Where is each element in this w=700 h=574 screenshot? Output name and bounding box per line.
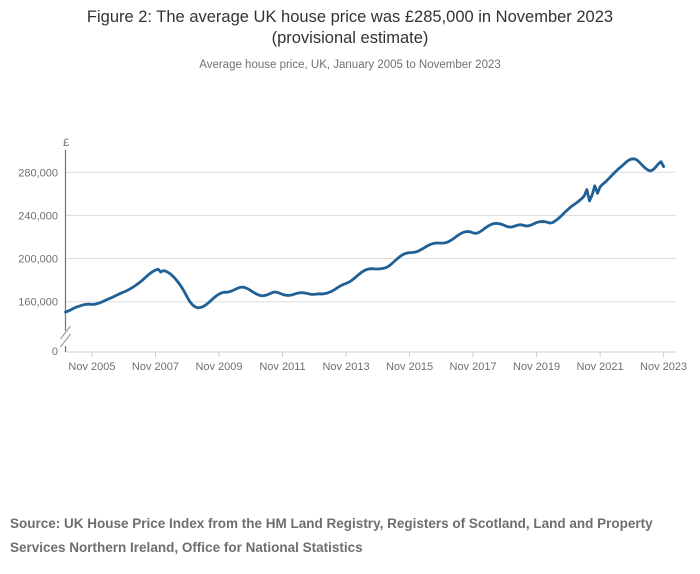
figure-title-line2: (provisional estimate) [271,29,429,47]
y-axis-unit-label: £ [63,137,69,149]
x-tick-label: Nov 2013 [322,361,369,373]
x-tick-label: Nov 2005 [68,361,115,373]
figure-subtitle: Average house price, UK, January 2005 to… [199,59,501,71]
figure-title-line1: Figure 2: The average UK house price was… [86,8,614,26]
y-tick-label: 240,000 [18,210,58,222]
x-tick-label: Nov 2009 [195,361,242,373]
price-line [64,157,666,314]
x-tick-label: Nov 2023 [640,361,687,373]
figure-title: Figure 2: The average UK house price was… [0,7,700,49]
axis-break-mark [60,333,71,348]
source-note: Source: UK House Price Index from the HM… [10,516,653,555]
x-tick-label: Nov 2011 [259,361,305,373]
x-tick-label: Nov 2021 [577,361,624,373]
y-tick-label: 0 [52,346,58,358]
x-tick-label: Nov 2019 [513,361,560,373]
y-tick-label: 200,000 [18,254,58,266]
x-tick-label: Nov 2015 [386,361,433,373]
x-tick-label: Nov 2017 [450,361,497,373]
x-tick-label: Nov 2007 [132,361,179,373]
y-tick-label: 160,000 [18,297,58,309]
y-tick-label: 280,000 [18,167,58,179]
axis-break-mark [60,325,71,340]
